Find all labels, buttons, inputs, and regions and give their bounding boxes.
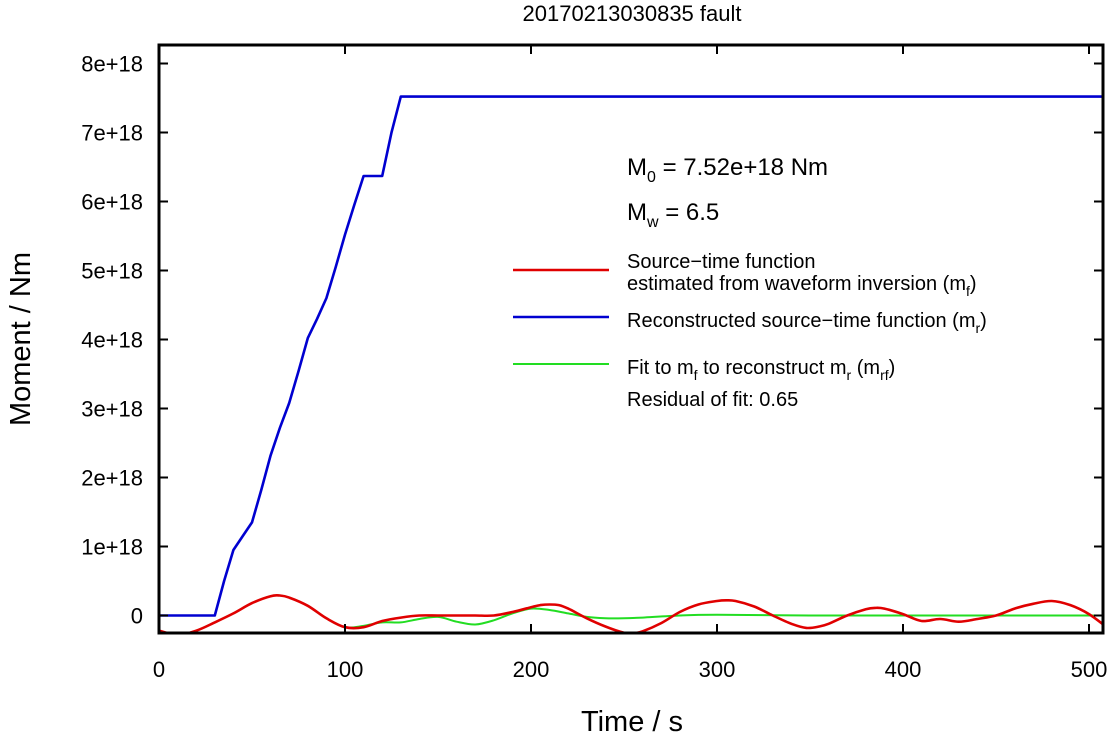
x-tick-label: 300 [699,657,736,682]
chart-title: 20170213030835 fault [523,1,742,26]
series-line-mr [159,95,1103,617]
legend-label-mf: estimated from waveform inversion (mf) [627,273,977,299]
y-axis: 0 1e+18 2e+18 3e+18 4e+18 5e+18 6e+18 7e+18 8e+1… [81,52,1103,629]
seismic-moment-annotation: M0 = 7.52e+18 Nm [627,154,828,186]
y-tick-label: 8e+18 [81,52,143,77]
y-tick-label: 7e+18 [81,121,143,146]
y-tick-label: 6e+18 [81,190,143,215]
legend-label-mrf: Fit to mf to reconstruct mr (mrf) [627,357,895,383]
x-axis: 0 100 200 300 400 500 [153,45,1107,682]
y-tick-label: 2e+18 [81,466,143,491]
x-tick-label: 500 [1071,657,1108,682]
x-tick-label: 0 [153,657,165,682]
residual-annotation: Residual of fit: 0.65 [627,389,798,411]
legend-label-mr: Reconstructed source−time function (mr) [627,310,987,336]
y-tick-label: 3e+18 [81,397,143,422]
y-axis-label: Moment / Nm [5,252,37,426]
y-tick-label: 4e+18 [81,328,143,353]
x-tick-label: 200 [513,657,550,682]
x-axis-label: Time / s [581,706,683,736]
moment-magnitude-annotation: Mw = 6.5 [627,199,719,231]
x-tick-label: 400 [885,657,922,682]
plot-frame [157,43,1105,635]
series-line-mf [159,593,1103,633]
y-tick-label: 0 [131,604,143,629]
legend-label-mf: Source−time function [627,251,815,273]
x-tick-label: 100 [327,657,364,682]
series-layer [159,95,1103,633]
annotations: M0 = 7.52e+18 Nm Mw = 6.5 Residual of fit:… [627,154,828,411]
y-tick-label: 1e+18 [81,535,143,560]
y-tick-label: 5e+18 [81,259,143,284]
